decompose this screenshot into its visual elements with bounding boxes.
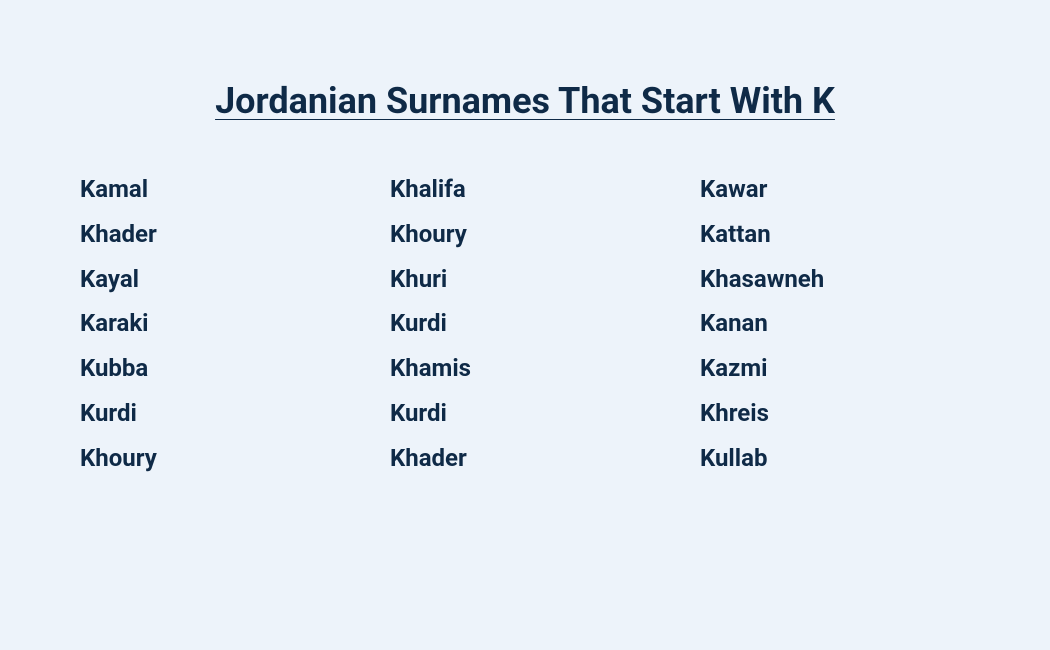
surname-item: Kattan [700,217,970,252]
page-title: Jordanian Surnames That Start With K [80,80,970,122]
surname-item: Khreis [700,396,970,431]
surname-item: Kayal [80,262,350,297]
surname-item: Kurdi [80,396,350,431]
surname-item: Khader [80,217,350,252]
surname-item: Khader [390,441,660,476]
surname-item: Kanan [700,306,970,341]
surname-item: Kubba [80,351,350,386]
surname-item: Khoury [390,217,660,252]
column-3: Kawar Kattan Khasawneh Kanan Kazmi Khrei… [700,172,970,476]
surname-item: Kullab [700,441,970,476]
surname-item: Kawar [700,172,970,207]
surname-item: Kurdi [390,396,660,431]
surname-item: Khuri [390,262,660,297]
surname-item: Khamis [390,351,660,386]
surname-item: Kazmi [700,351,970,386]
surname-item: Kamal [80,172,350,207]
surname-item: Khoury [80,441,350,476]
column-1: Kamal Khader Kayal Karaki Kubba Kurdi Kh… [80,172,350,476]
column-2: Khalifa Khoury Khuri Kurdi Khamis Kurdi … [390,172,660,476]
surname-item: Khasawneh [700,262,970,297]
surname-columns: Kamal Khader Kayal Karaki Kubba Kurdi Kh… [80,172,970,476]
surname-item: Karaki [80,306,350,341]
surname-item: Khalifa [390,172,660,207]
surname-item: Kurdi [390,306,660,341]
